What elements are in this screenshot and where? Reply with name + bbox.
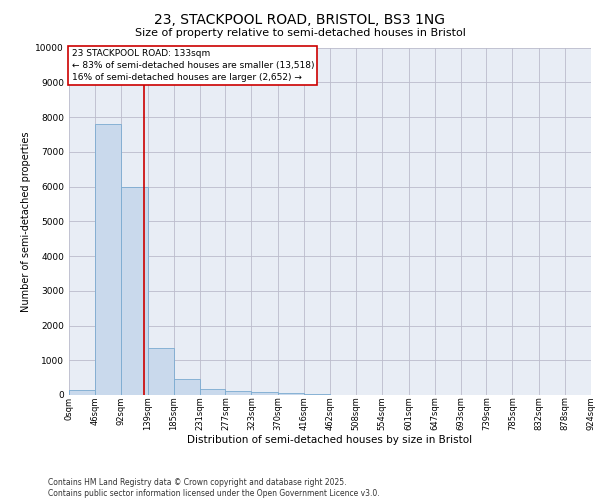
Text: Contains HM Land Registry data © Crown copyright and database right 2025.
Contai: Contains HM Land Registry data © Crown c… <box>48 478 380 498</box>
Bar <box>121 186 148 395</box>
Bar <box>95 124 121 395</box>
Text: 23, STACKPOOL ROAD, BRISTOL, BS3 1NG: 23, STACKPOOL ROAD, BRISTOL, BS3 1NG <box>155 12 445 26</box>
Bar <box>278 394 304 395</box>
Bar <box>173 380 199 395</box>
X-axis label: Distribution of semi-detached houses by size in Bristol: Distribution of semi-detached houses by … <box>187 434 473 444</box>
Bar <box>304 394 330 395</box>
Bar <box>199 389 226 395</box>
Bar <box>251 392 278 395</box>
Text: 23 STACKPOOL ROAD: 133sqm
← 83% of semi-detached houses are smaller (13,518)
16%: 23 STACKPOOL ROAD: 133sqm ← 83% of semi-… <box>71 49 314 82</box>
Y-axis label: Number of semi-detached properties: Number of semi-detached properties <box>21 131 31 312</box>
Bar <box>69 390 95 395</box>
Bar <box>148 348 173 395</box>
Bar <box>226 390 251 395</box>
Text: Size of property relative to semi-detached houses in Bristol: Size of property relative to semi-detach… <box>134 28 466 38</box>
